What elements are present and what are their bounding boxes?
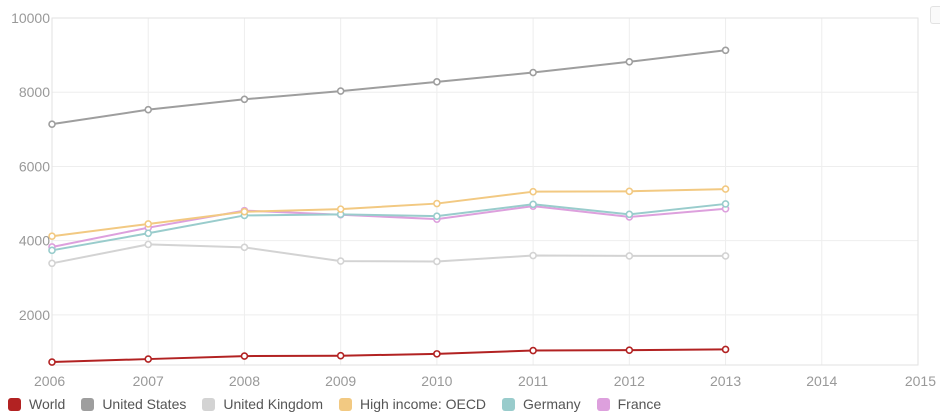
data-point-united-states[interactable] bbox=[240, 95, 249, 104]
axes: 2006 2007 2008 2009 2010 2011 2012 2013 2014 2015… bbox=[11, 10, 936, 389]
chart-legend: World United States United Kingdom High inc… bbox=[8, 396, 677, 412]
legend-item[interactable]: Germany bbox=[502, 396, 581, 412]
data-point-high-income-oecd[interactable] bbox=[144, 220, 153, 228]
legend-label: High income: OECD bbox=[360, 396, 487, 412]
legend-item[interactable]: World bbox=[8, 396, 65, 412]
data-point-germany[interactable] bbox=[48, 246, 56, 255]
x-tick-label: 2007 bbox=[133, 373, 164, 389]
data-point-world[interactable] bbox=[48, 358, 56, 366]
series-world bbox=[48, 345, 730, 366]
legend-swatch bbox=[502, 397, 516, 411]
line-chart: 2006 2007 2008 2009 2010 2011 2012 2013 2014 2015… bbox=[11, 10, 936, 389]
legend-label: France bbox=[617, 396, 662, 412]
data-point-world[interactable] bbox=[336, 351, 345, 360]
data-point-united-states[interactable] bbox=[625, 57, 634, 66]
data-point-united-kingdom[interactable] bbox=[433, 257, 441, 266]
data-point-high-income-oecd[interactable] bbox=[625, 187, 634, 196]
plot-area-frame bbox=[51, 17, 919, 366]
grid bbox=[52, 17, 918, 365]
data-point-united-states[interactable] bbox=[336, 87, 345, 95]
data-point-united-kingdom[interactable] bbox=[48, 259, 56, 268]
series-line-high-income-oecd[interactable] bbox=[51, 188, 726, 238]
data-point-high-income-oecd[interactable] bbox=[721, 185, 730, 193]
series-line-united-states[interactable] bbox=[51, 49, 726, 126]
legend-swatch bbox=[8, 397, 21, 411]
data-point-united-states[interactable] bbox=[721, 46, 730, 55]
data-point-united-kingdom[interactable] bbox=[721, 252, 730, 260]
data-point-united-kingdom[interactable] bbox=[240, 243, 249, 252]
x-tick-label: 2008 bbox=[229, 373, 260, 389]
x-tick-label: 2013 bbox=[710, 373, 741, 389]
x-tick-label: 2009 bbox=[325, 373, 356, 389]
series-united-kingdom bbox=[48, 240, 730, 268]
y-tick-label: 2000 bbox=[19, 307, 50, 323]
data-point-world[interactable] bbox=[240, 352, 249, 360]
data-point-world[interactable] bbox=[144, 355, 153, 363]
legend-swatch bbox=[202, 397, 216, 411]
legend-swatch bbox=[81, 397, 95, 411]
series-line-france[interactable] bbox=[51, 205, 726, 248]
legend-item[interactable]: High income: OECD bbox=[339, 396, 486, 412]
data-point-germany[interactable] bbox=[721, 200, 730, 208]
data-point-world[interactable] bbox=[721, 345, 730, 354]
data-point-germany[interactable] bbox=[144, 229, 153, 238]
x-tick-label: 2010 bbox=[421, 373, 452, 389]
data-point-germany[interactable] bbox=[433, 212, 441, 220]
data-point-united-states[interactable] bbox=[529, 68, 537, 77]
legend-item[interactable]: United States bbox=[81, 396, 186, 412]
legend-swatch bbox=[339, 397, 352, 411]
x-tick-label: 2012 bbox=[614, 373, 645, 389]
legend-label: United Kingdom bbox=[223, 396, 323, 412]
legend-item[interactable]: France bbox=[596, 396, 662, 412]
data-point-world[interactable] bbox=[529, 346, 537, 355]
data-point-germany[interactable] bbox=[625, 210, 634, 219]
data-point-germany[interactable] bbox=[529, 200, 537, 209]
data-point-high-income-oecd[interactable] bbox=[240, 207, 249, 216]
legend-label: Germany bbox=[523, 396, 581, 412]
expand-tab-icon[interactable] bbox=[930, 6, 940, 24]
data-point-world[interactable] bbox=[625, 346, 634, 354]
series-united-states bbox=[48, 46, 730, 128]
x-tick-label: 2006 bbox=[34, 373, 65, 389]
x-tick-label: 2015 bbox=[905, 373, 936, 389]
x-tick-label: 2014 bbox=[806, 373, 837, 389]
data-point-united-kingdom[interactable] bbox=[625, 252, 634, 260]
legend-item[interactable]: United Kingdom bbox=[202, 396, 323, 412]
y-tick-label: 8000 bbox=[19, 84, 50, 100]
series bbox=[48, 46, 730, 366]
x-tick-label: 2011 bbox=[518, 373, 548, 389]
data-point-united-kingdom[interactable] bbox=[336, 257, 345, 265]
legend-label: United States bbox=[102, 396, 187, 412]
series-line-germany[interactable] bbox=[51, 202, 726, 252]
data-point-world[interactable] bbox=[433, 350, 441, 358]
y-tick-label: 4000 bbox=[19, 233, 50, 249]
data-point-united-states[interactable] bbox=[144, 105, 153, 114]
series-line-united-kingdom[interactable] bbox=[51, 243, 726, 265]
y-tick-label: 10000 bbox=[11, 10, 50, 26]
y-tick-label: 6000 bbox=[19, 158, 50, 174]
series-line-world[interactable] bbox=[51, 348, 726, 364]
data-point-high-income-oecd[interactable] bbox=[433, 199, 441, 208]
data-point-united-states[interactable] bbox=[48, 120, 56, 128]
data-point-united-kingdom[interactable] bbox=[144, 240, 153, 249]
data-point-united-states[interactable] bbox=[433, 78, 441, 86]
legend-label: World bbox=[29, 396, 66, 412]
data-point-high-income-oecd[interactable] bbox=[529, 187, 537, 196]
data-point-high-income-oecd[interactable] bbox=[48, 232, 56, 241]
data-point-united-kingdom[interactable] bbox=[529, 251, 537, 260]
series-high-income-oecd bbox=[48, 185, 730, 241]
data-point-high-income-oecd[interactable] bbox=[336, 205, 345, 213]
legend-swatch bbox=[596, 397, 610, 411]
